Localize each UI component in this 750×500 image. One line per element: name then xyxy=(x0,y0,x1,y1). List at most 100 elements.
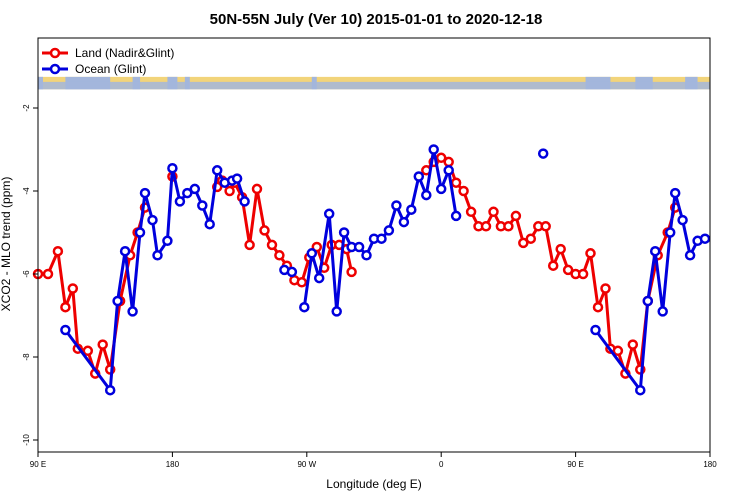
data-point xyxy=(104,384,116,396)
data-point xyxy=(406,204,417,215)
data-point xyxy=(239,196,250,207)
data-point xyxy=(450,210,462,222)
data-point xyxy=(590,324,601,336)
y-tick-label: -2 xyxy=(22,104,31,112)
data-point xyxy=(244,239,255,251)
data-point xyxy=(60,324,71,336)
data-point xyxy=(134,227,146,238)
data-point xyxy=(657,306,668,317)
x-axis-label: Longitude (deg E) xyxy=(326,477,421,491)
data-point xyxy=(152,250,163,261)
data-point xyxy=(182,187,193,199)
data-point xyxy=(299,301,310,313)
legend-land-label: Land (Nadir&Glint) xyxy=(75,46,174,60)
data-point xyxy=(353,241,365,253)
data-point xyxy=(428,144,439,155)
series-line xyxy=(64,166,247,392)
y-tick-label: -8 xyxy=(22,353,31,361)
data-point xyxy=(251,183,263,195)
chart-title: 50N-55N July (Ver 10) 2015-01-01 to 2020… xyxy=(210,11,543,28)
data-point xyxy=(313,272,325,284)
data-point xyxy=(577,268,589,280)
data-point xyxy=(684,250,696,261)
data-point xyxy=(398,216,410,228)
data-point xyxy=(52,245,64,257)
y-tick-label: -6 xyxy=(22,270,31,278)
data-point xyxy=(450,177,462,188)
data-point xyxy=(537,148,549,159)
data-point xyxy=(540,221,551,232)
data-point xyxy=(266,239,278,251)
data-point xyxy=(518,237,529,249)
data-point xyxy=(167,162,178,174)
data-point xyxy=(435,183,447,195)
data-point xyxy=(259,225,270,236)
data-point xyxy=(338,227,350,238)
data-point xyxy=(383,225,395,236)
data-point xyxy=(286,266,298,278)
series-line xyxy=(425,156,677,376)
data-point xyxy=(664,227,676,238)
data-point xyxy=(361,250,372,261)
series-layer xyxy=(32,144,711,396)
data-point xyxy=(376,233,387,244)
y-axis-ticks: -2 -4 -6 -8 -10 xyxy=(22,104,38,446)
series-line xyxy=(594,191,706,392)
data-point xyxy=(97,339,108,350)
data-point xyxy=(42,268,54,280)
data-point xyxy=(669,187,681,199)
data-point xyxy=(139,187,151,199)
data-point xyxy=(443,165,454,176)
x-axis-ticks: 90 E 180 90 W 0 90 E 180 xyxy=(30,452,717,469)
legend-ocean-label: Ocean (Glint) xyxy=(75,62,146,76)
data-point xyxy=(649,245,661,257)
data-point xyxy=(296,277,308,288)
x-tick-label: 90 E xyxy=(30,460,46,469)
data-point xyxy=(162,235,173,247)
data-point xyxy=(443,156,454,168)
x-tick-label: 180 xyxy=(166,460,180,469)
ocean-strip-lower xyxy=(38,81,710,90)
legend-land-marker xyxy=(49,47,61,59)
series-land xyxy=(32,152,681,379)
data-point xyxy=(488,206,499,218)
x-tick-label: 180 xyxy=(703,460,717,469)
data-point xyxy=(435,152,447,164)
legend-ocean-marker xyxy=(49,63,61,75)
data-point xyxy=(331,306,342,317)
data-point xyxy=(274,250,285,261)
data-point xyxy=(67,283,79,294)
data-point xyxy=(197,200,208,211)
data-point xyxy=(127,306,138,317)
data-point xyxy=(465,206,477,218)
data-point xyxy=(600,283,611,294)
data-point xyxy=(231,173,243,184)
data-point xyxy=(391,200,402,211)
data-point xyxy=(510,210,522,222)
data-point xyxy=(562,264,574,276)
data-point xyxy=(82,345,94,357)
data-point xyxy=(480,221,492,232)
y-axis-label: XCO2 - MLO trend (ppm) xyxy=(0,177,13,312)
data-point xyxy=(635,384,646,396)
data-point xyxy=(503,221,514,232)
data-point xyxy=(60,301,71,313)
data-point xyxy=(612,345,624,357)
y-tick-label: -4 xyxy=(22,187,31,195)
series-line xyxy=(38,207,147,376)
data-point xyxy=(306,248,318,259)
x-tick-label: 90 W xyxy=(297,460,316,469)
data-point xyxy=(547,260,559,271)
data-point xyxy=(627,339,639,350)
data-point xyxy=(174,196,186,207)
data-point xyxy=(119,245,131,257)
data-point xyxy=(189,183,201,195)
data-point xyxy=(323,208,335,220)
data-point xyxy=(204,218,215,230)
data-point xyxy=(147,214,158,226)
data-point xyxy=(525,233,537,244)
data-point xyxy=(555,243,566,255)
data-point xyxy=(112,295,123,307)
data-point xyxy=(677,214,688,226)
